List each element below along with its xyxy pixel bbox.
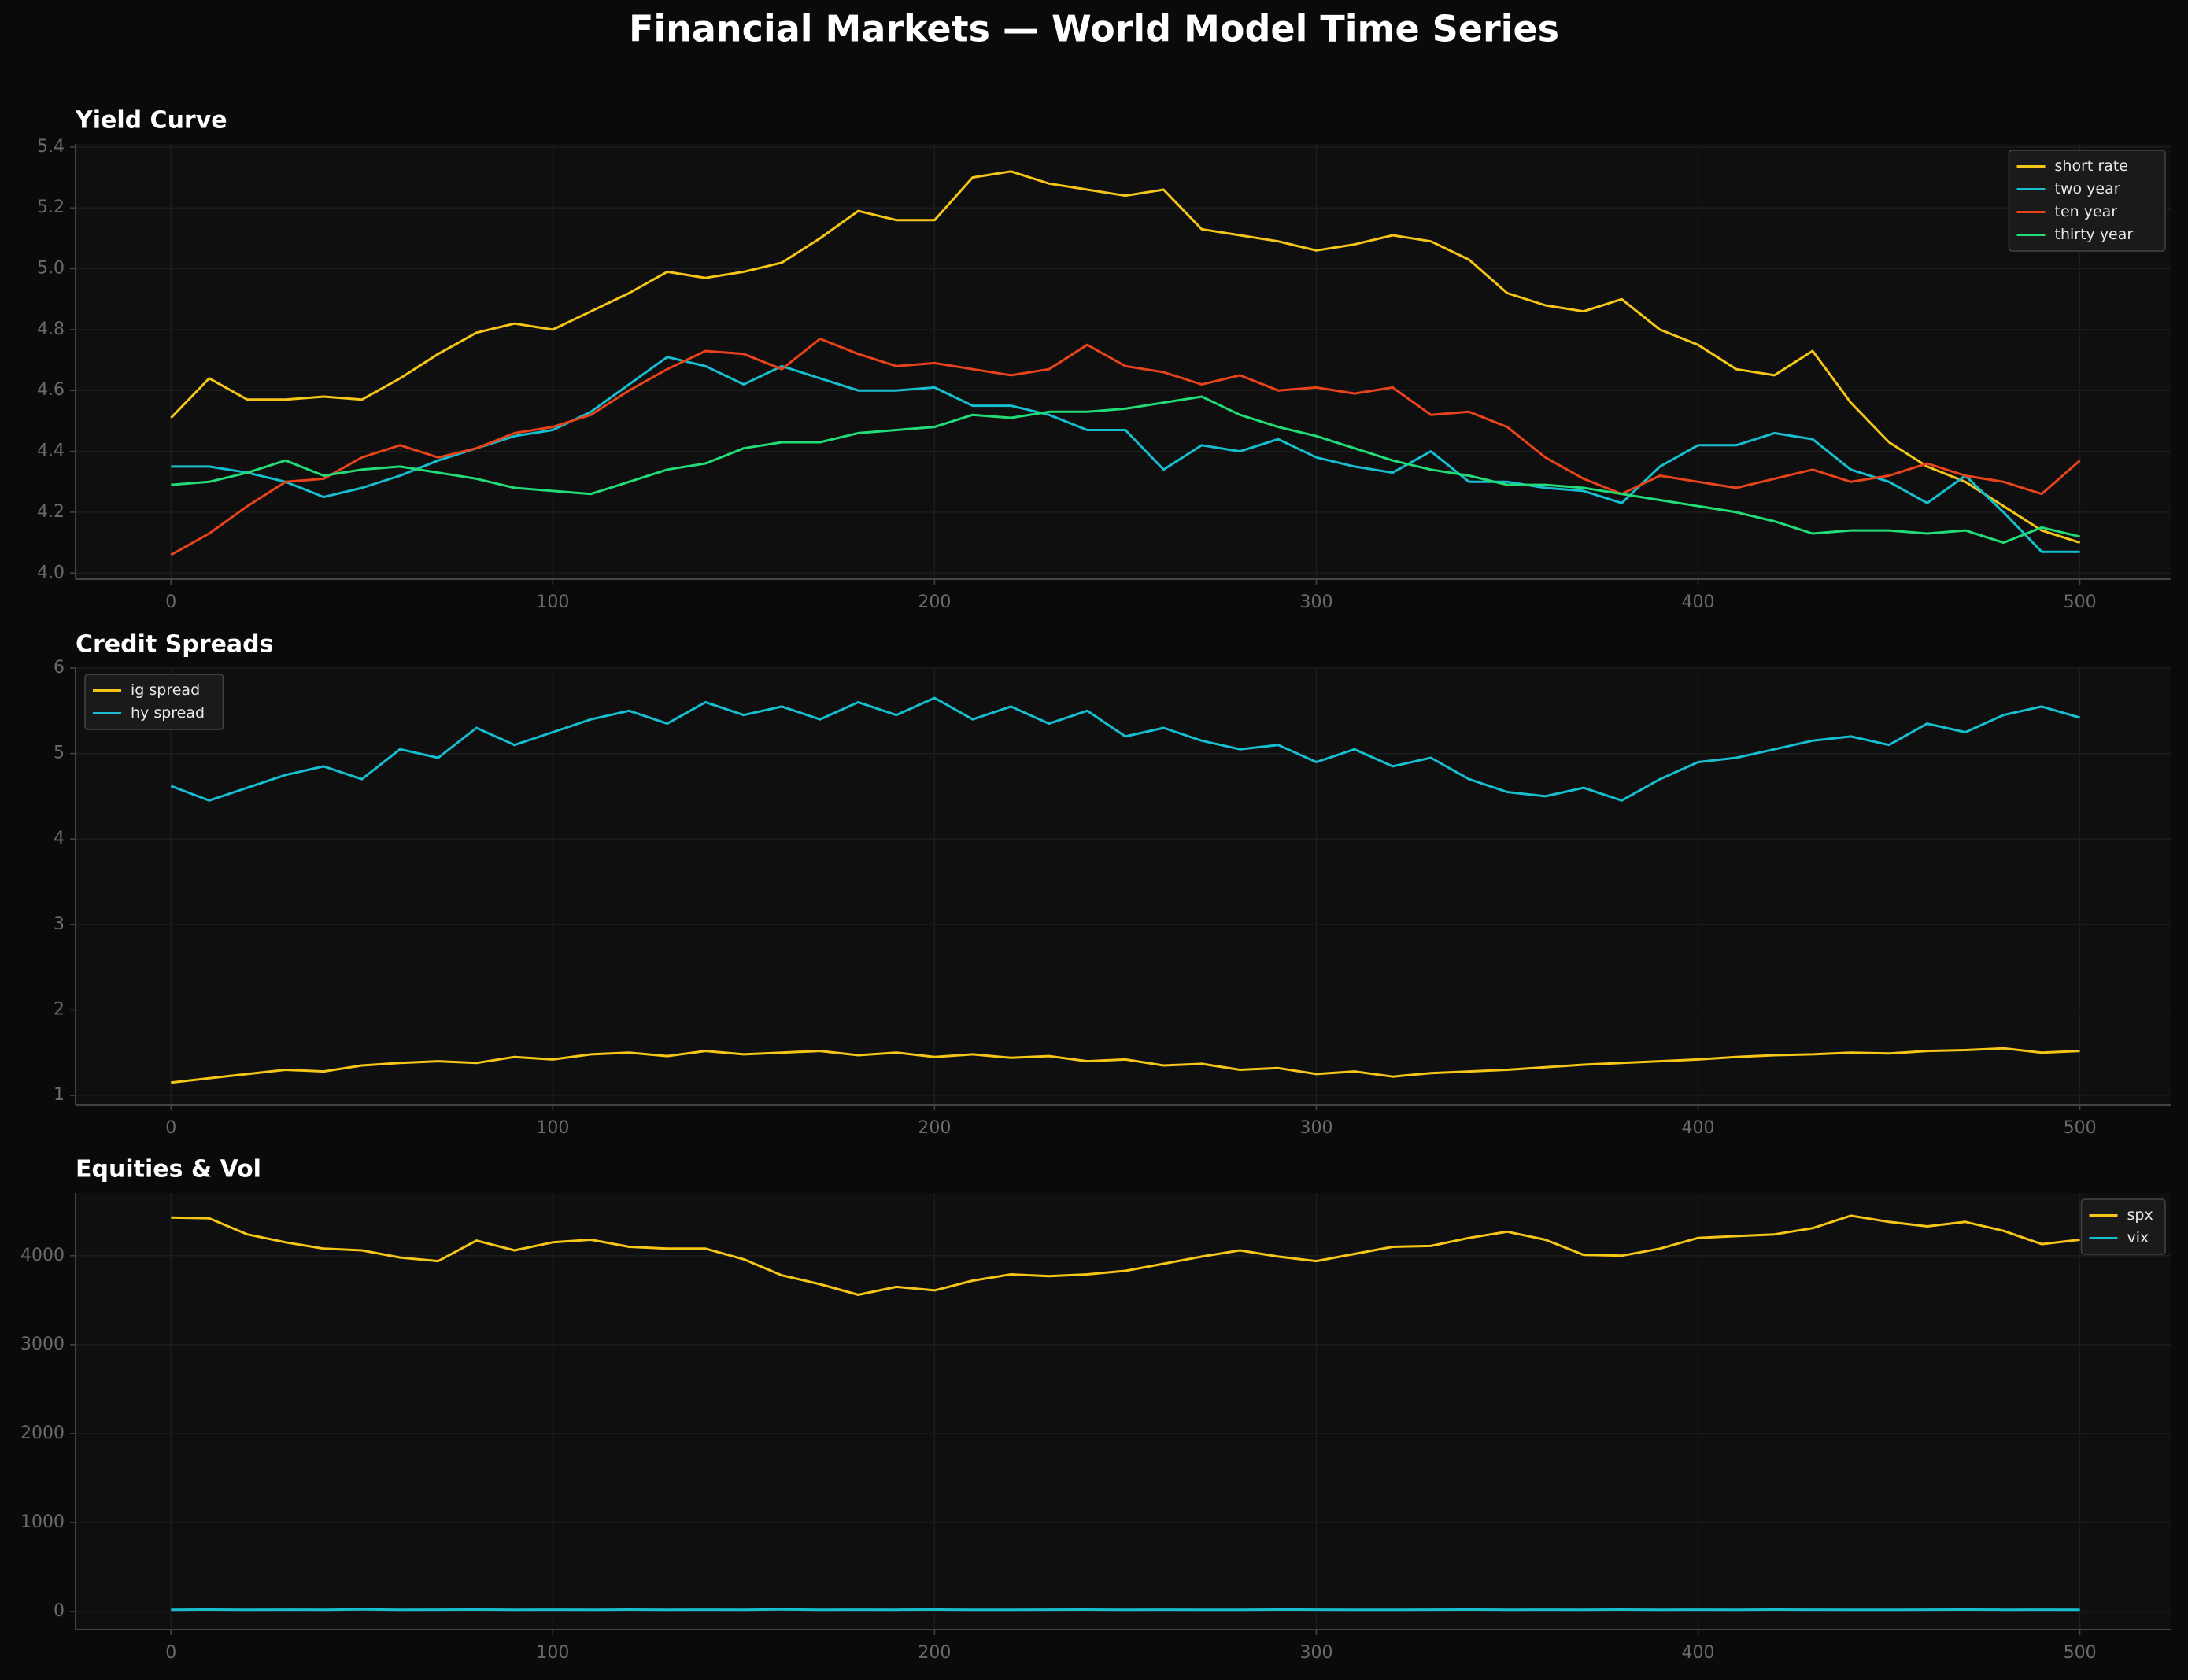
x-tick-label: 100 <box>536 1643 569 1663</box>
y-tick-label: 4.6 <box>37 380 65 400</box>
x-tick-label: 0 <box>165 1643 176 1663</box>
legend-label: thirty year <box>2055 226 2134 243</box>
legend-label: hy spread <box>131 704 205 722</box>
y-tick-label: 1 <box>54 1085 65 1105</box>
series-line <box>170 170 2081 545</box>
y-tick-label: 5.0 <box>37 259 65 279</box>
legend-label: ig spread <box>131 681 200 699</box>
x-tick-label: 0 <box>165 1118 176 1138</box>
legend-label: short rate <box>2055 157 2128 175</box>
x-tick-label: 400 <box>1682 1643 1715 1663</box>
legend-label: ten year <box>2055 203 2118 220</box>
series-line <box>171 1608 2080 1612</box>
panel-title: Equities & Vol <box>76 1156 261 1183</box>
y-tick-label: 2 <box>54 999 65 1019</box>
x-tick-label: 0 <box>165 593 176 612</box>
y-tick-label: 6 <box>54 658 65 678</box>
legend-box <box>2080 1198 2166 1255</box>
series-line <box>171 395 2080 545</box>
x-tick-label: 300 <box>1299 593 1332 612</box>
legend-label: spx <box>2127 1206 2153 1224</box>
x-tick-label: 500 <box>2064 1643 2097 1663</box>
y-tick-label: 3 <box>54 914 65 934</box>
x-tick-label: 100 <box>536 1118 569 1138</box>
y-tick-label: 5.4 <box>37 137 65 157</box>
series-line <box>170 338 2081 556</box>
plot-area <box>76 1193 2171 1630</box>
legend-label: two year <box>2055 180 2120 198</box>
y-tick-label: 4.8 <box>37 319 65 339</box>
y-tick-label: 4 <box>54 829 65 848</box>
y-tick-label: 4.4 <box>37 441 65 461</box>
x-tick-label: 200 <box>918 1643 951 1663</box>
panel-title: Credit Spreads <box>76 631 274 659</box>
x-tick-label: 400 <box>1682 593 1715 612</box>
series-line <box>171 1047 2080 1084</box>
plot-area <box>76 144 2171 579</box>
y-tick-label: 3000 <box>20 1335 65 1354</box>
x-tick-label: 100 <box>536 593 569 612</box>
panel-title: Yield Curve <box>75 107 227 135</box>
legend-box <box>2008 150 2166 252</box>
y-tick-label: 2000 <box>20 1423 65 1443</box>
y-tick-label: 4.2 <box>37 502 65 522</box>
x-tick-label: 200 <box>918 1118 951 1138</box>
series-line <box>171 1214 2080 1296</box>
legend-label: vix <box>2127 1229 2149 1246</box>
x-tick-label: 400 <box>1682 1118 1715 1138</box>
y-tick-label: 4.0 <box>37 563 65 582</box>
x-tick-label: 500 <box>2064 593 2097 612</box>
x-tick-label: 500 <box>2064 1118 2097 1138</box>
series-line <box>170 696 2081 802</box>
plot-area <box>76 668 2171 1105</box>
x-tick-label: 300 <box>1299 1118 1332 1138</box>
y-tick-label: 1000 <box>20 1512 65 1532</box>
y-tick-label: 0 <box>54 1601 65 1621</box>
y-tick-label: 4000 <box>20 1246 65 1265</box>
y-tick-label: 5 <box>54 744 65 763</box>
legend-box <box>84 674 224 730</box>
y-tick-label: 5.2 <box>37 198 65 217</box>
x-tick-label: 200 <box>918 593 951 612</box>
x-tick-label: 300 <box>1299 1643 1332 1663</box>
figure-title: Financial Markets — World Model Time Ser… <box>629 8 1559 50</box>
